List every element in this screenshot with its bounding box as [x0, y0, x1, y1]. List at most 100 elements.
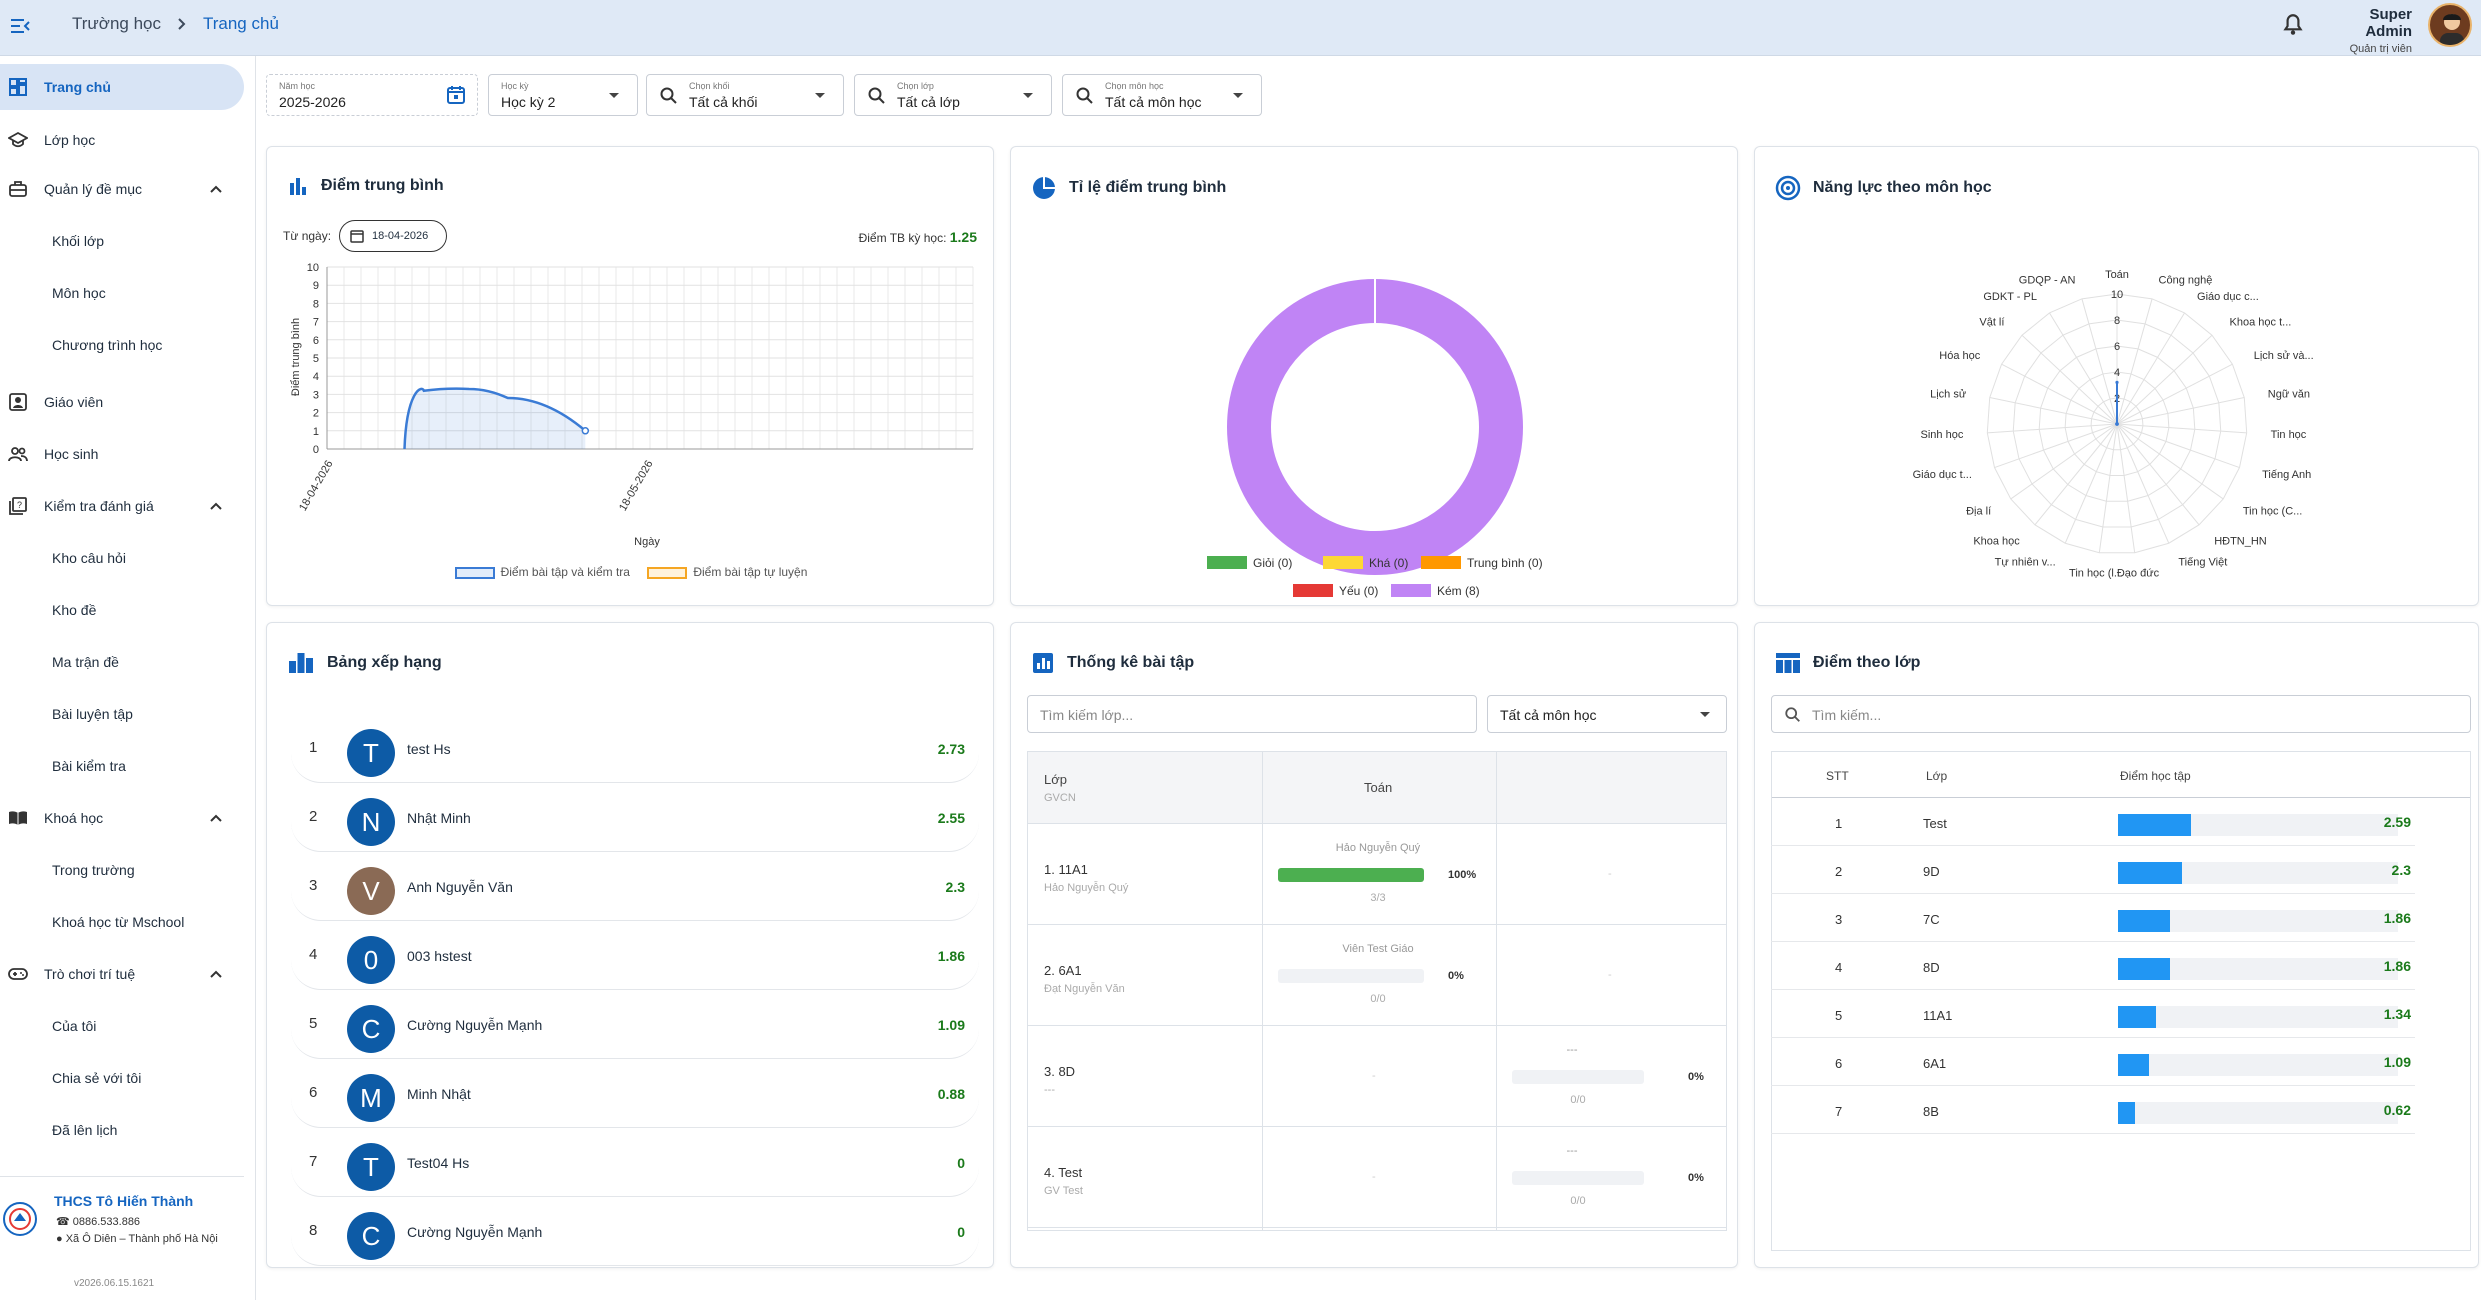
student-score: 2.55 [937, 810, 965, 826]
sidebar-item-17[interactable]: Trò chơi trí tuệ [0, 951, 244, 997]
sidebar-item-1[interactable]: Lớp học [0, 117, 244, 163]
sidebar-item-label: Trò chơi trí tuệ [44, 966, 136, 982]
table-row[interactable]: 2. 6A1 Đạt Nguyễn Văn Viên Test Giáo 0% 0/0 - [1028, 925, 1726, 1026]
sidebar-item-15[interactable]: Trong trường [0, 847, 244, 893]
col-class: Lớp [1044, 772, 1067, 787]
legend-item[interactable]: Trung bình (0) [1467, 556, 1543, 570]
radar-grid [2012, 319, 2222, 528]
breadcrumb-school[interactable]: Trường học [72, 14, 161, 33]
sidebar-item-8[interactable]: ? Kiểm tra đánh giá [0, 483, 244, 529]
ranking-row[interactable]: 4 0 003 hstest 1.86 [291, 924, 979, 990]
legend-item[interactable]: Yếu (0) [1339, 584, 1378, 598]
avatar: T [347, 729, 395, 777]
table-row[interactable]: 1 Test 2.59 [1771, 798, 2415, 846]
pie-slice[interactable] [1227, 279, 1523, 575]
table-header: STT Lớp Điểm học tập [1772, 752, 2470, 798]
y-axis-label: Điểm trung bình [290, 318, 302, 396]
select-value: Tất cả môn học [1500, 707, 1597, 723]
ranking-row[interactable]: 8 C Cường Nguyễn Mạnh 0 [291, 1200, 979, 1266]
ranking-row[interactable]: 2 N Nhật Minh 2.55 [291, 786, 979, 852]
class-scores-search-input[interactable]: Tìm kiếm... [1771, 695, 2471, 733]
calendar-icon[interactable] [445, 84, 467, 106]
radar-point[interactable] [2115, 422, 2119, 426]
filter-title: Chọn lớp [897, 81, 934, 91]
table-row[interactable]: 5 11A1 1.34 [1771, 990, 2415, 1038]
sidebar-item-19[interactable]: Chia sẻ với tôi [0, 1055, 244, 1101]
score-bar-fill [2118, 910, 2171, 932]
search-icon [1785, 707, 1800, 722]
chevron-up-icon[interactable] [208, 181, 224, 197]
user-info[interactable]: Super Admin Quản trị viên [2324, 6, 2412, 55]
score-bar-fill [2118, 862, 2183, 884]
sidebar-item-14[interactable]: Khoá học [0, 795, 244, 841]
sidebar-item-7[interactable]: Học sinh [0, 431, 244, 477]
sidebar-item-3[interactable]: Khối lớp [0, 218, 244, 264]
school-info: THCS Tô Hiến Thành ☎ 0886.533.886 ● Xã Ô D… [0, 1176, 244, 1296]
radar-axis-label: Lịch sử và... [2254, 350, 2314, 362]
subject-select[interactable]: Chọn môn học Tất cả môn học [1062, 74, 1262, 116]
table-row[interactable]: 3 7C 1.86 [1771, 894, 2415, 942]
col-score: Điểm học tập [2120, 769, 2191, 783]
chevron-up-icon[interactable] [208, 810, 224, 826]
from-date-picker[interactable]: 18-04-2026 [339, 220, 447, 252]
sidebar-item-16[interactable]: Khoá học từ Mschool [0, 899, 244, 945]
radar-point[interactable] [2115, 380, 2119, 384]
table-row[interactable]: 4. Test GV Test - --- 0% 0/0 [1028, 1127, 1726, 1228]
legend-item[interactable]: Khá (0) [1369, 556, 1408, 570]
from-date-label: Từ ngày: [283, 229, 332, 243]
class-search-input[interactable]: Tìm kiếm lớp... [1027, 695, 1477, 733]
chevron-up-icon[interactable] [208, 966, 224, 982]
sidebar-item-10[interactable]: Kho đề [0, 587, 244, 633]
sidebar-item-9[interactable]: Kho câu hỏi [0, 535, 244, 581]
sidebar-item-18[interactable]: Của tôi [0, 1003, 244, 1049]
sidebar-item-label: Chia sẻ với tôi [52, 1070, 142, 1086]
avatar[interactable] [2428, 3, 2472, 47]
ranking-row[interactable]: 3 V Anh Nguyễn Văn 2.3 [291, 855, 979, 921]
sidebar-item-20[interactable]: Đã lên lịch [0, 1107, 244, 1153]
avatar: N [347, 798, 395, 846]
grade-select[interactable]: Chọn khối Tất cả khối [646, 74, 844, 116]
col-stt: STT [1826, 769, 1849, 783]
table-row[interactable]: 6 6A1 1.09 [1771, 1038, 2415, 1086]
bell-icon[interactable] [2280, 12, 2306, 38]
ranking-row[interactable]: 7 T Test04 Hs 0 [291, 1131, 979, 1197]
sidebar-item-13[interactable]: Bài kiểm tra [0, 743, 244, 789]
school-year-filter[interactable]: Năm học 2025-2026 [266, 74, 478, 116]
student-score: 1.09 [937, 1017, 965, 1033]
ranking-row[interactable]: 5 C Cường Nguyễn Mạnh 1.09 [291, 993, 979, 1059]
class-name: 1. 11A1 [1044, 862, 1088, 877]
student-score: 2.3 [945, 879, 965, 895]
sidebar-item-6[interactable]: Giáo viên [0, 379, 244, 425]
table-row[interactable]: 4 8D 1.86 [1771, 942, 2415, 990]
student-score: 1.86 [937, 948, 965, 964]
teacher-icon [9, 393, 27, 411]
menu-collapse-icon[interactable] [8, 14, 32, 38]
radar-spoke [2116, 363, 2233, 425]
sidebar-item-0[interactable]: Trang chủ [0, 64, 244, 110]
legend-item[interactable]: Kém (8) [1437, 584, 1480, 598]
table-row[interactable]: 2 9D 2.3 [1771, 846, 2415, 894]
sidebar-item-4[interactable]: Môn học [0, 270, 244, 316]
sidebar-item-2[interactable]: Quản lý đề mục [0, 166, 244, 212]
legend-item[interactable]: Điểm bài tập tự luyện [693, 565, 808, 579]
sidebar-item-11[interactable]: Ma trận đề [0, 639, 244, 685]
series-point[interactable] [581, 427, 590, 435]
col-teacher: GVCN [1044, 792, 1076, 804]
table-row[interactable]: 3. 8D --- - --- 0% 0/0 [1028, 1026, 1726, 1127]
row-score: 1.86 [2383, 910, 2411, 926]
sidebar-item-5[interactable]: Chương trình học [0, 322, 244, 368]
legend-item[interactable]: Giỏi (0) [1253, 556, 1292, 570]
table-row[interactable]: 7 8B 0.62 [1771, 1086, 2415, 1134]
chevron-up-icon[interactable] [208, 498, 224, 514]
sidebar-item-12[interactable]: Bài luyện tập [0, 691, 244, 737]
exercise-subject-select[interactable]: Tất cả môn học [1487, 695, 1727, 733]
table-row[interactable]: 1. 11A1 Hảo Nguyễn Quý Hảo Nguyễn Quý 100% 3… [1028, 824, 1726, 925]
semester-select[interactable]: Học kỳ Học kỳ 2 [488, 74, 638, 116]
radar-axis-label: Sinh học [1921, 429, 1964, 441]
student-score: 0 [957, 1155, 965, 1171]
ranking-row[interactable]: 6 M Minh Nhật 0.88 [291, 1062, 979, 1128]
class-select[interactable]: Chọn lớp Tất cả lớp [854, 74, 1052, 116]
legend-item[interactable]: Điểm bài tập và kiểm tra [500, 565, 630, 579]
chevron-right-icon [178, 18, 186, 30]
